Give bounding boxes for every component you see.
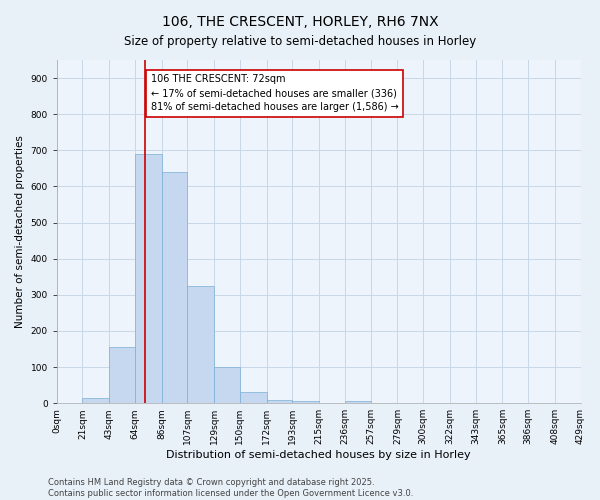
- Bar: [82, 398, 109, 403]
- Bar: [345, 400, 371, 403]
- Bar: [162, 172, 187, 403]
- Bar: [214, 367, 240, 403]
- Bar: [240, 392, 267, 403]
- Bar: [267, 400, 292, 403]
- Y-axis label: Number of semi-detached properties: Number of semi-detached properties: [15, 135, 25, 328]
- Text: Size of property relative to semi-detached houses in Horley: Size of property relative to semi-detach…: [124, 35, 476, 48]
- Text: 106, THE CRESCENT, HORLEY, RH6 7NX: 106, THE CRESCENT, HORLEY, RH6 7NX: [161, 15, 439, 29]
- Bar: [109, 347, 135, 403]
- X-axis label: Distribution of semi-detached houses by size in Horley: Distribution of semi-detached houses by …: [166, 450, 471, 460]
- Bar: [292, 402, 319, 403]
- Bar: [135, 154, 162, 403]
- Text: Contains HM Land Registry data © Crown copyright and database right 2025.
Contai: Contains HM Land Registry data © Crown c…: [48, 478, 413, 498]
- Bar: [187, 286, 214, 403]
- Text: 106 THE CRESCENT: 72sqm
← 17% of semi-detached houses are smaller (336)
81% of s: 106 THE CRESCENT: 72sqm ← 17% of semi-de…: [151, 74, 398, 112]
